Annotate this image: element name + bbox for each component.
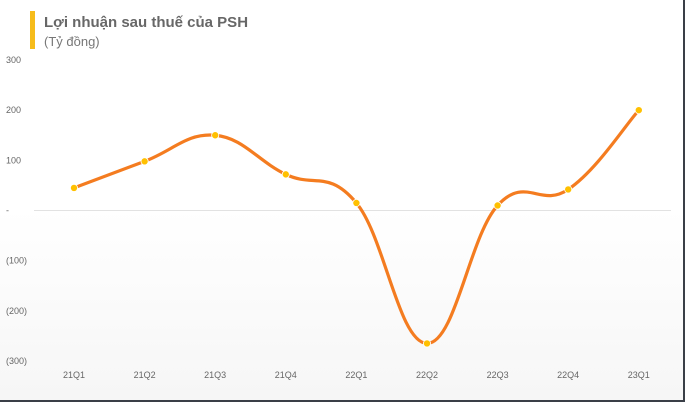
y-tick-label: (300) <box>6 356 27 366</box>
y-axis: 300 200 100 - (100) (200) (300) <box>6 55 27 366</box>
data-point <box>140 157 149 166</box>
chart-subtitle: (Tỷ đồng) <box>44 34 100 49</box>
data-point <box>211 131 220 140</box>
y-tick-label: 100 <box>6 155 21 165</box>
data-point <box>493 201 502 210</box>
data-points <box>70 106 643 348</box>
data-point <box>352 198 361 207</box>
x-tick-label: 21Q3 <box>204 370 226 380</box>
x-tick-label: 23Q1 <box>628 370 650 380</box>
x-tick-label: 21Q4 <box>275 370 297 380</box>
x-tick-label: 22Q4 <box>557 370 579 380</box>
series-line <box>72 108 641 346</box>
x-tick-label: 22Q1 <box>345 370 367 380</box>
data-point <box>564 185 573 194</box>
x-tick-label: 22Q3 <box>487 370 509 380</box>
title-accent-bar <box>30 11 35 49</box>
chart-title: Lợi nhuận sau thuế của PSH <box>44 14 249 31</box>
x-tick-label: 22Q2 <box>416 370 438 380</box>
data-point <box>422 339 431 348</box>
y-tick-label: 300 <box>6 55 21 65</box>
y-tick-label: (100) <box>6 256 27 266</box>
x-axis: 21Q1 21Q2 21Q3 21Q4 22Q1 22Q2 22Q3 22Q4 23Q1 <box>63 370 650 380</box>
data-point <box>281 170 290 179</box>
x-tick-label: 21Q1 <box>63 370 85 380</box>
y-tick-label: (200) <box>6 306 27 316</box>
y-tick-label: - <box>6 206 9 216</box>
y-tick-label: 200 <box>6 105 21 115</box>
x-tick-label: 21Q2 <box>134 370 156 380</box>
data-point <box>634 106 643 115</box>
data-point <box>70 183 79 192</box>
